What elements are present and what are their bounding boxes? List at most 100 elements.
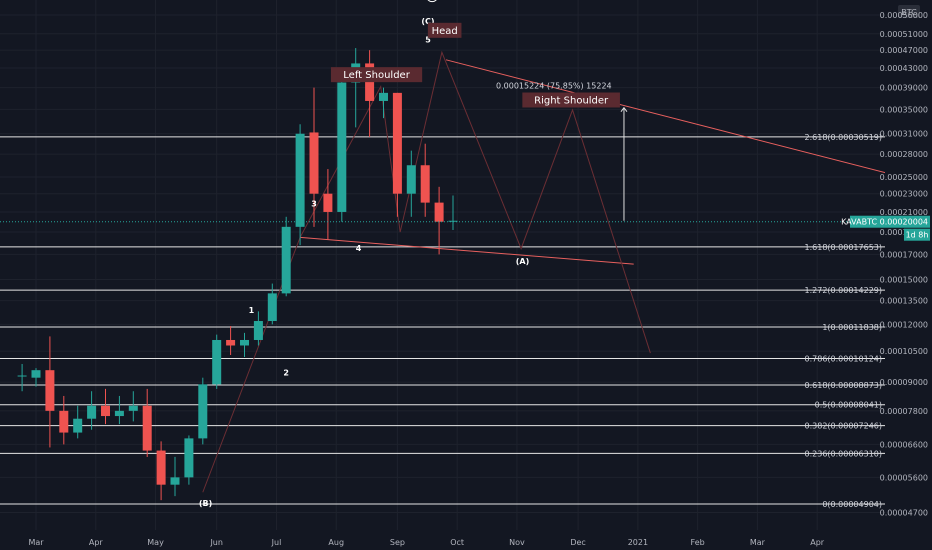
time-tick-label: May bbox=[147, 538, 164, 547]
fib-level-label: 2.618(0.00030519) bbox=[805, 133, 883, 142]
price-tick-label: 0.00028000 bbox=[880, 150, 928, 159]
price-tick-label: 0.00017000 bbox=[880, 250, 928, 259]
candle-body bbox=[434, 202, 444, 222]
candle-body bbox=[87, 405, 97, 419]
candle-body bbox=[420, 165, 430, 203]
price-tick-label: 0.00039000 bbox=[880, 84, 928, 93]
pattern-line bbox=[300, 236, 634, 265]
candle-body bbox=[267, 293, 277, 322]
time-tick-label: Feb bbox=[691, 538, 705, 547]
annotations: 1 2 3 4 5 (C) (A) (B) A Left Shoulder Head Right Sh… bbox=[0, 0, 885, 508]
countdown-badge bbox=[904, 228, 930, 241]
time-tick-label: Dec bbox=[570, 538, 585, 547]
wave-label: 5 bbox=[425, 36, 431, 45]
pattern-label-bg bbox=[522, 92, 620, 108]
wave-circle bbox=[427, 0, 437, 3]
pattern-line bbox=[299, 50, 651, 354]
price-tick-label: 0.00012000 bbox=[880, 320, 928, 329]
currency-label: BTC bbox=[901, 8, 917, 17]
candle-body bbox=[142, 405, 152, 451]
candle-body bbox=[101, 405, 110, 417]
price-tick-label: 0.00021000 bbox=[880, 208, 928, 217]
wave-label: 3 bbox=[311, 199, 317, 208]
candle-body bbox=[114, 410, 124, 417]
wave-label: 1 bbox=[249, 306, 255, 315]
fib-level-label: 0.5(0.00008041) bbox=[815, 401, 882, 410]
wave-label: (C) bbox=[421, 17, 434, 26]
measure-arrow bbox=[620, 106, 628, 112]
time-tick-label: Jul bbox=[271, 538, 282, 547]
time-tick-label: Apr bbox=[89, 538, 104, 547]
candle-body bbox=[128, 405, 138, 411]
price-tick-label: 0.00043000 bbox=[880, 64, 928, 73]
fib-level-label: 0(0.00004904) bbox=[822, 500, 882, 509]
pattern-label: Right Shoulder bbox=[534, 96, 609, 107]
wave-circle-label: A bbox=[429, 0, 436, 1]
measure-label: 0.00015224 (75.85%) 15224 bbox=[496, 82, 612, 91]
candle-body bbox=[59, 410, 69, 433]
price-tick-label: 0.00019000 bbox=[880, 228, 928, 237]
fib-level-label: 1.272(0.00014229) bbox=[805, 286, 883, 295]
price-tick-label: 0.00056000 bbox=[880, 11, 928, 20]
price-tick-label: 0.00006600 bbox=[880, 440, 928, 449]
candle-body bbox=[295, 133, 305, 227]
candle-body bbox=[406, 165, 416, 194]
price-tick-label: 0.00009000 bbox=[880, 378, 928, 387]
price-tick-label: 0.00025000 bbox=[880, 173, 928, 182]
candle-body bbox=[170, 477, 180, 485]
price-tick-label: 0.00007800 bbox=[880, 407, 928, 416]
candle-body bbox=[323, 193, 333, 212]
fib-level-label: 0.236(0.00006310) bbox=[805, 449, 883, 458]
fib-level-label: 0.618(0.00008873) bbox=[805, 381, 883, 390]
candle-body bbox=[392, 92, 402, 194]
candle-body bbox=[379, 92, 388, 101]
candle-body bbox=[45, 370, 55, 411]
candles bbox=[17, 48, 458, 501]
price-tick-label: 0.00047000 bbox=[880, 46, 928, 55]
candle-body bbox=[240, 339, 249, 346]
price-axis[interactable]: BTC 0.00004700 0.00005600 0.00006600 0.0000… bbox=[841, 0, 932, 550]
time-tick-label: 2021 bbox=[628, 538, 648, 547]
time-tick-label: Aug bbox=[328, 538, 344, 547]
last-price-label: KAVABTC 0.00020004 bbox=[841, 218, 928, 227]
pattern-lines bbox=[202, 50, 932, 493]
currency-badge bbox=[898, 5, 920, 18]
candle-body bbox=[31, 370, 41, 378]
candle-body bbox=[309, 132, 319, 194]
grid-lines bbox=[0, 0, 885, 530]
fib-level-label: 0.786(0.00010124) bbox=[805, 354, 883, 363]
price-tick-label: 0.00051000 bbox=[880, 30, 928, 39]
price-tick-label: 0.00031000 bbox=[880, 130, 928, 139]
candle-body bbox=[198, 384, 208, 439]
wave-label: 2 bbox=[283, 369, 289, 378]
candle-body bbox=[281, 226, 291, 294]
countdown-label: 1d 8h bbox=[906, 231, 929, 240]
wave-label: 4 bbox=[356, 244, 362, 253]
pattern-label: Left Shoulder bbox=[343, 70, 410, 81]
candle-body bbox=[73, 418, 83, 433]
wave-label: (A) bbox=[516, 257, 530, 266]
time-tick-label: Mar bbox=[28, 538, 44, 547]
pattern-label-bg bbox=[427, 22, 462, 38]
price-tick-label: 0.00004700 bbox=[880, 509, 928, 518]
price-tick-label: 0.00010500 bbox=[880, 347, 928, 356]
candle-body bbox=[337, 82, 347, 212]
candle-body bbox=[184, 438, 194, 478]
candle-body bbox=[156, 450, 166, 485]
price-axis-background bbox=[885, 0, 932, 550]
candle-body bbox=[226, 339, 236, 346]
symbol-price-badge bbox=[850, 215, 930, 228]
time-tick-label: Sep bbox=[390, 538, 405, 547]
time-tick-label: Nov bbox=[509, 538, 525, 547]
candle-body bbox=[17, 375, 27, 377]
price-tick-label: 0.00013500 bbox=[880, 297, 928, 306]
price-tick-label: 0.00035000 bbox=[880, 105, 928, 114]
time-axis[interactable]: Mar Apr May Jun Jul Aug Sep Oct Nov Dec 2021 Feb Mar… bbox=[28, 538, 824, 547]
wave-label: (B) bbox=[199, 499, 212, 508]
candle-body bbox=[365, 63, 375, 101]
fib-level-label: 0.382(0.00007246) bbox=[805, 422, 883, 431]
fib-level-label: 1.618(0.00017653) bbox=[805, 243, 883, 252]
price-tick-label: 0.00015000 bbox=[880, 276, 928, 285]
